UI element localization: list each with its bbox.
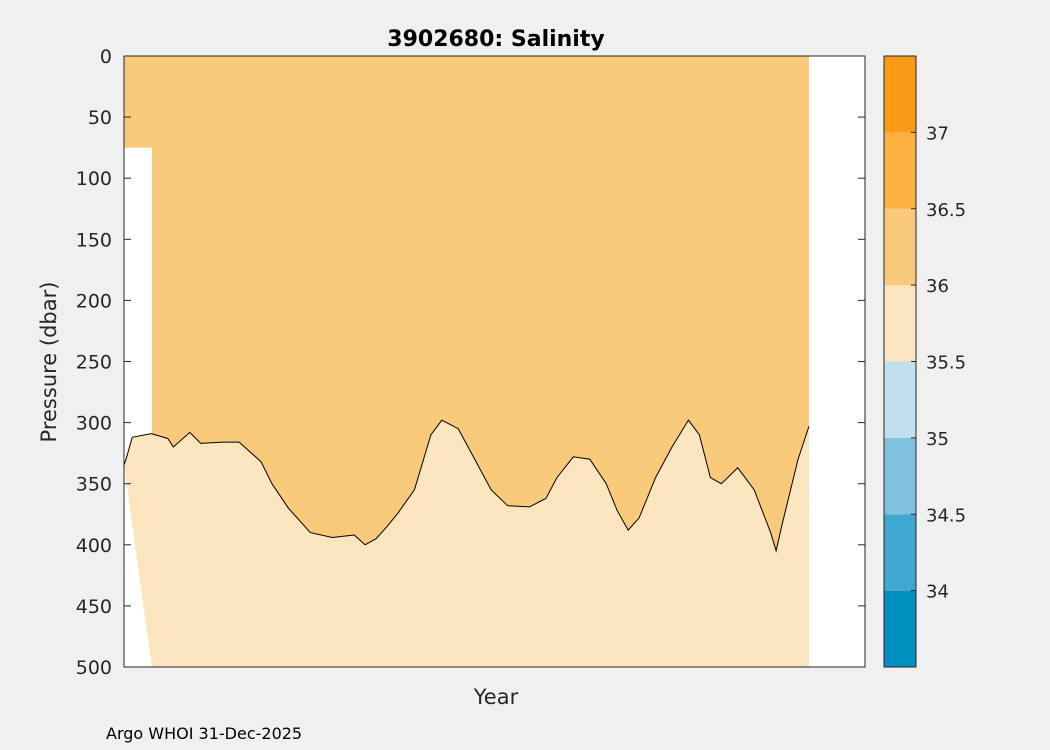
y-tick-label: 500 [76, 657, 112, 679]
colorbar-bin [884, 361, 916, 438]
y-tick-label: 150 [76, 229, 112, 251]
colorbar-tick-label: 34 [926, 582, 949, 603]
source-footer: Argo WHOI 31-Dec-2025 [106, 724, 303, 743]
colorbar-bin [884, 56, 916, 133]
colorbar-bin [884, 285, 916, 362]
y-axis-label: Pressure (dbar) [37, 282, 61, 443]
colorbar: 34 34.5 35 35.5 36 36.5 37 [883, 55, 966, 668]
y-tick-label: 400 [76, 535, 112, 557]
colorbar-bin [884, 437, 916, 515]
y-tick-label: 50 [88, 107, 112, 129]
contour-fills [124, 56, 809, 667]
colorbar-tick-label: 35 [926, 429, 949, 450]
y-tick-label: 300 [76, 413, 112, 435]
colorbar-tick-label: 35.5 [926, 353, 966, 374]
colorbar-tick-label: 36.5 [926, 200, 966, 221]
y-tick-label: 200 [76, 290, 112, 312]
colorbar-bin [884, 514, 916, 591]
y-tick-label: 100 [76, 168, 112, 190]
colorbar-tick-label: 37 [926, 123, 949, 144]
y-tick-label: 350 [76, 474, 112, 496]
colorbar-bin [884, 208, 916, 286]
y-axis: 0 50 100 150 200 250 300 350 400 450 500 [76, 46, 865, 679]
contour-region-35.5-to-36 [124, 420, 809, 667]
x-axis-label: Year [473, 685, 519, 709]
y-tick-label: 450 [76, 596, 112, 618]
y-tick-label: 0 [100, 46, 112, 68]
chart-title: 3902680: Salinity [387, 27, 604, 52]
contour-lines [123, 419, 810, 553]
colorbar-bin [884, 132, 916, 209]
contour-region-36-to-36.5 [124, 56, 809, 667]
y-tick-label: 250 [76, 352, 112, 374]
colorbar-tick-label: 36 [926, 276, 949, 297]
colorbar-tick-label: 34.5 [926, 505, 966, 526]
colorbar-bin [884, 590, 916, 667]
isohaline-36 [123, 419, 810, 553]
